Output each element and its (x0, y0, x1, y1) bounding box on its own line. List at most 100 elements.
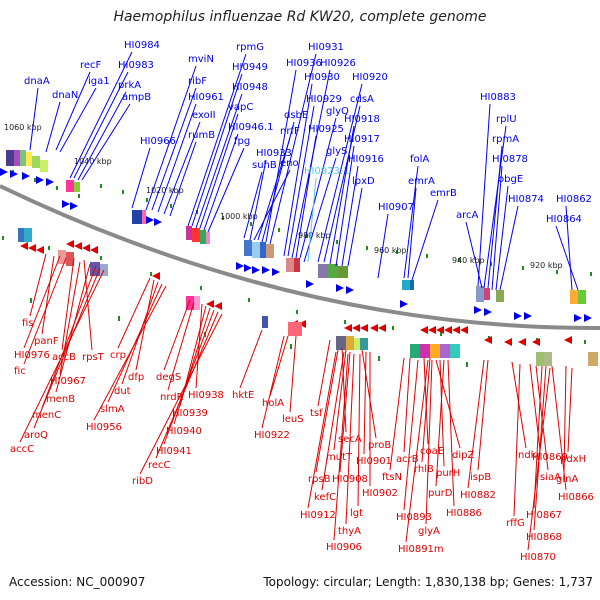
reverse-gene-label[interactable]: accB (52, 352, 76, 363)
reverse-gene-label[interactable]: mutT (326, 452, 353, 463)
reverse-gene-label[interactable]: menC (32, 410, 61, 421)
reverse-gene-label[interactable]: HI0893 (396, 512, 432, 523)
forward-gene-label[interactable]: emrB (430, 188, 457, 199)
forward-gene-label[interactable]: folA (410, 154, 429, 165)
forward-gene-label[interactable]: obgE (498, 174, 523, 185)
reverse-gene-label[interactable]: coaE (420, 446, 444, 457)
reverse-gene-label[interactable]: dut (114, 386, 131, 397)
reverse-gene-label[interactable]: thyA (338, 526, 361, 537)
reverse-gene-label[interactable]: degS (156, 372, 181, 383)
reverse-gene-label[interactable]: glyA (418, 526, 440, 537)
reverse-gene-label[interactable]: rhlB (414, 464, 434, 475)
forward-gene-label[interactable]: HI0874 (508, 194, 544, 205)
reverse-gene-label[interactable]: rpsT (82, 352, 105, 363)
forward-gene-label[interactable]: HI0925 (308, 124, 344, 135)
reverse-gene-label[interactable]: rffG (506, 518, 525, 529)
reverse-gene-label[interactable]: HI0906 (326, 542, 362, 553)
reverse-gene-label[interactable]: HI0870 (520, 552, 556, 563)
forward-gene-label[interactable]: dnaN (52, 90, 78, 101)
reverse-gene-label[interactable]: menB (46, 394, 75, 405)
reverse-gene-label[interactable]: pdxH (560, 454, 586, 465)
reverse-gene-label[interactable]: dipZ (452, 450, 474, 461)
forward-gene-label[interactable]: HI0984 (124, 40, 160, 51)
forward-gene-label[interactable]: HI0983 (118, 60, 154, 71)
forward-gene-label[interactable]: HI0926 (320, 58, 356, 69)
forward-gene-label[interactable]: vapC (228, 102, 253, 113)
reverse-gene-label[interactable]: purH (436, 468, 460, 479)
forward-gene-label[interactable]: HI0948 (232, 82, 268, 93)
forward-gene-label[interactable]: nrfF (280, 126, 300, 137)
forward-gene-label[interactable]: dsbE (284, 110, 308, 121)
forward-gene-label[interactable]: prkA (118, 80, 141, 91)
reverse-gene-label[interactable]: aroQ (24, 430, 48, 441)
forward-gene-label[interactable]: HI0907 (378, 202, 414, 213)
reverse-gene-label[interactable]: HI0882 (460, 490, 496, 501)
reverse-gene-label[interactable]: HI0868 (526, 532, 562, 543)
reverse-gene-label[interactable]: ftsN (382, 472, 402, 483)
forward-gene-label[interactable]: cdsA (350, 94, 374, 105)
reverse-gene-label[interactable]: accC (10, 444, 34, 455)
reverse-gene-label[interactable]: HI0891m (398, 544, 444, 555)
reverse-gene-label[interactable]: kefC (314, 492, 336, 503)
forward-gene-label[interactable]: rplU (496, 114, 517, 125)
forward-gene-label[interactable]: HI0864 (546, 214, 582, 225)
reverse-gene-label[interactable]: proB (368, 440, 391, 451)
forward-gene-label[interactable]: exoII (192, 110, 216, 121)
forward-gene-label[interactable]: HI0862 (556, 194, 592, 205)
forward-gene-label[interactable]: HI0946.1 (228, 122, 273, 133)
reverse-gene-label[interactable]: slmA (100, 404, 125, 415)
reverse-gene-label[interactable]: ndk (518, 450, 537, 461)
forward-gene-label[interactable]: HI0878 (492, 154, 528, 165)
reverse-gene-label[interactable]: HI0967 (50, 376, 86, 387)
reverse-gene-label[interactable]: glnA (556, 474, 578, 485)
forward-gene-label[interactable]: rpmA (492, 134, 519, 145)
forward-gene-label[interactable]: recF (80, 60, 102, 71)
reverse-gene-label[interactable]: fis (22, 318, 34, 329)
reverse-gene-label[interactable]: HI0940 (166, 426, 202, 437)
reverse-gene-label[interactable]: HI0938 (188, 390, 224, 401)
reverse-gene-label[interactable]: dfp (128, 372, 144, 383)
reverse-gene-label[interactable]: HI0956 (86, 422, 122, 433)
reverse-gene-label[interactable]: HI0976 (14, 350, 50, 361)
reverse-gene-label[interactable]: ribD (132, 476, 153, 487)
reverse-gene-label[interactable]: nrdR (160, 392, 184, 403)
forward-gene-label[interactable]: HI0933 (256, 148, 292, 159)
forward-gene-label[interactable]: mviN (188, 54, 214, 65)
reverse-gene-label[interactable]: HI0912 (300, 510, 336, 521)
forward-gene-label[interactable]: HI0961 (188, 92, 224, 103)
forward-gene-label[interactable]: HI0923.1 (304, 166, 349, 177)
reverse-gene-label[interactable]: HI0886 (446, 508, 482, 519)
forward-gene-label[interactable]: arcA (456, 210, 479, 221)
forward-gene-label[interactable]: HI0931 (308, 42, 344, 53)
forward-gene-label[interactable]: rumB (188, 130, 215, 141)
reverse-gene-label[interactable]: rpsB (308, 474, 331, 485)
reverse-gene-label[interactable]: ispB (470, 472, 491, 483)
reverse-gene-label[interactable]: recC (148, 460, 171, 471)
reverse-gene-label[interactable]: holA (262, 398, 284, 409)
forward-gene-label[interactable]: glyQ (326, 106, 349, 117)
reverse-gene-label[interactable]: HI0901 (356, 456, 392, 467)
reverse-gene-label[interactable]: HI0866 (558, 492, 594, 503)
reverse-gene-label[interactable]: HI0939 (172, 408, 208, 419)
forward-gene-label[interactable]: HI0949 (232, 62, 268, 73)
forward-gene-label[interactable]: HI0918 (344, 114, 380, 125)
forward-gene-label[interactable]: HI0916 (348, 154, 384, 165)
forward-gene-label[interactable]: dnaA (24, 76, 50, 87)
forward-gene-label[interactable]: rpmG (236, 42, 264, 53)
reverse-gene-label[interactable]: HI0941 (156, 446, 192, 457)
reverse-gene-label[interactable]: acrB (396, 454, 419, 465)
reverse-gene-label[interactable]: panF (34, 336, 59, 347)
forward-gene-label[interactable]: HI0883 (480, 92, 516, 103)
forward-gene-label[interactable]: lpxD (352, 176, 375, 187)
forward-gene-label[interactable]: HI0920 (352, 72, 388, 83)
reverse-gene-label[interactable]: purD (428, 488, 453, 499)
forward-gene-label[interactable]: fpg (234, 136, 250, 147)
reverse-gene-label[interactable]: siaA (540, 472, 561, 483)
reverse-gene-label[interactable]: lgt (350, 508, 363, 519)
forward-gene-label[interactable]: HI0930 (304, 72, 340, 83)
reverse-gene-label[interactable]: fic (14, 366, 26, 377)
reverse-gene-label[interactable]: HI0869 (532, 452, 568, 463)
reverse-gene-label[interactable]: hktE (232, 390, 254, 401)
reverse-gene-label[interactable]: HI0922 (254, 430, 290, 441)
forward-gene-label[interactable]: ribF (188, 76, 207, 87)
